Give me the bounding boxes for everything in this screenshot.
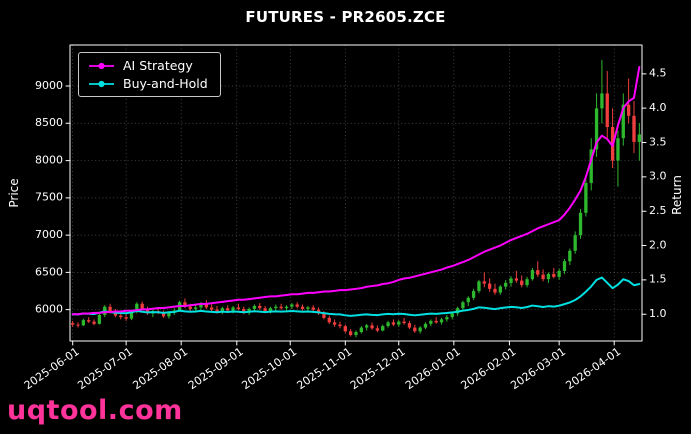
legend-item-ai-strategy: AI Strategy xyxy=(88,59,208,72)
chart-legend: AI Strategy Buy-and-Hold xyxy=(78,52,221,97)
legend-item-buy-and-hold: Buy-and-Hold xyxy=(88,77,208,90)
buy-and-hold-line-icon xyxy=(89,80,114,87)
price-axis-label: Price xyxy=(7,178,21,208)
legend-label-ai-strategy: AI Strategy xyxy=(123,58,193,73)
watermark: uqtool.com xyxy=(7,395,183,426)
ai-strategy-line-icon xyxy=(89,62,114,69)
return-axis-label: Return xyxy=(670,175,684,215)
legend-label-buy-and-hold: Buy-and-Hold xyxy=(123,76,208,91)
